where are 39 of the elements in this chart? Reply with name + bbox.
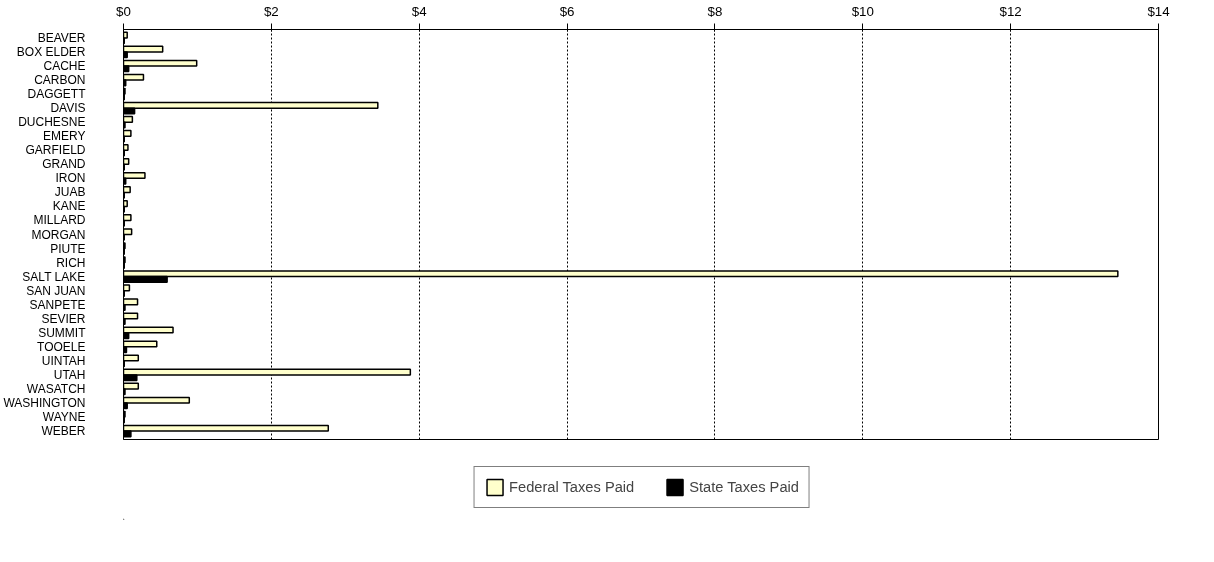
y-tick-label: EMERY — [43, 129, 86, 144]
y-tick-label: UTAH — [53, 367, 86, 382]
y-tick-label: RICH — [56, 255, 86, 270]
y-tick-label: KANE — [52, 199, 86, 214]
x-tick-label: $14 — [1147, 3, 1171, 19]
y-tick-label: WASHINGTON — [3, 395, 86, 410]
y-tick-label: IRON — [55, 171, 86, 186]
y-tick-label: MILLARD — [33, 213, 86, 228]
y-tick-label: PIUTE — [50, 241, 86, 256]
x-tick-label: $10 — [851, 3, 874, 19]
y-tick-label: GARFIELD — [25, 143, 86, 158]
y-tick-label: CARBON — [34, 73, 86, 88]
x-tick-label: $12 — [999, 3, 1022, 19]
y-tick-label: SAN JUAN — [26, 283, 86, 298]
y-tick-label: SALT LAKE — [22, 269, 86, 284]
x-tick-label: $2 — [263, 3, 279, 19]
y-tick-label: GRAND — [42, 157, 86, 172]
y-tick-label: DUCHESNE — [18, 115, 86, 130]
y-tick-label: DAVIS — [50, 101, 86, 116]
y-tick-label: WASATCH — [26, 381, 86, 396]
x-tick-label: $0 — [116, 3, 131, 19]
y-tick-label: MORGAN — [31, 227, 86, 242]
x-tick-label: $8 — [707, 3, 723, 19]
y-tick-label: JUAB — [54, 185, 86, 200]
y-tick-label: WEBER — [41, 424, 86, 439]
y-tick-label: DAGGETT — [27, 87, 87, 102]
y-tick-label: WAYNE — [42, 410, 86, 425]
legend-label: Federal Taxes Paid — [509, 478, 635, 495]
y-tick-label: SANPETE — [29, 297, 86, 312]
y-tick-label: BOX ELDER — [16, 44, 86, 59]
y-tick-label: CACHE — [43, 59, 86, 74]
y-tick-label: SUMMIT — [38, 325, 87, 340]
x-tick-label: $6 — [559, 3, 575, 19]
y-tick-label: SEVIER — [41, 311, 86, 326]
legend-label: State Taxes Paid — [689, 478, 799, 495]
x-tick-label: $4 — [411, 3, 428, 19]
y-tick-label: BEAVER — [37, 30, 86, 45]
y-tick-label: UINTAH — [41, 353, 86, 368]
y-tick-label: TOOELE — [37, 339, 86, 354]
